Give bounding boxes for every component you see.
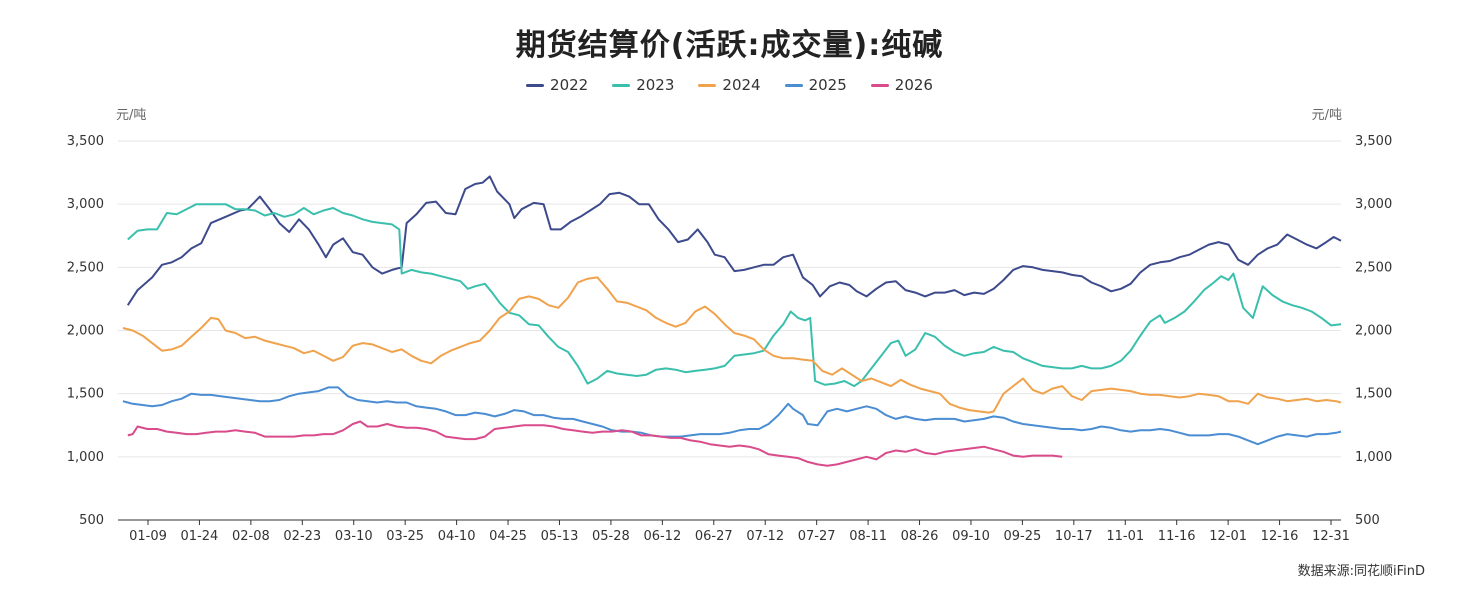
x-tick-label: 01-09 xyxy=(129,529,167,544)
y-tick-label-right: 3,000 xyxy=(1355,197,1392,212)
y-tick-label-left: 3,000 xyxy=(67,197,104,212)
x-tick-label: 02-08 xyxy=(232,529,270,544)
x-tick-label: 07-27 xyxy=(798,529,836,544)
x-tick-label: 10-17 xyxy=(1055,529,1093,544)
x-tick-label: 05-13 xyxy=(541,529,579,544)
legend-label: 2024 xyxy=(722,76,761,94)
x-tick-label: 08-11 xyxy=(849,529,887,544)
x-tick-label: 12-16 xyxy=(1261,529,1299,544)
legend-item-2026[interactable]: 2026 xyxy=(870,76,933,94)
series-line-2023 xyxy=(127,203,1342,388)
x-tick-label: 06-27 xyxy=(695,529,733,544)
x-tick-label: 09-10 xyxy=(952,529,990,544)
y-tick-label-right: 1,500 xyxy=(1355,387,1392,402)
x-tick-label: 02-23 xyxy=(283,529,321,544)
x-tick-label: 01-24 xyxy=(181,529,219,544)
legend-item-2022[interactable]: 2022 xyxy=(526,76,588,94)
legend-label: 2022 xyxy=(550,76,589,94)
x-tick-label: 07-12 xyxy=(746,529,784,544)
y-tick-label-left: 1,500 xyxy=(67,387,104,402)
x-tick-label: 09-25 xyxy=(1004,529,1042,544)
legend-label: 2025 xyxy=(808,76,847,94)
x-tick-label: 05-28 xyxy=(592,529,630,544)
series-line-2022 xyxy=(126,175,1342,306)
x-tick-label: 03-25 xyxy=(386,529,424,544)
y-tick-label-right: 1,000 xyxy=(1355,450,1392,465)
y-tick-label-right: 500 xyxy=(1355,513,1380,528)
legend-swatch xyxy=(784,83,803,87)
y-tick-label-left: 2,500 xyxy=(67,260,104,275)
legend-swatch xyxy=(870,83,889,87)
y-tick-label-left: 1,000 xyxy=(67,450,104,465)
left-axis-unit: 元/吨 xyxy=(116,108,147,123)
legend-label: 2023 xyxy=(636,76,675,94)
legend-swatch xyxy=(526,83,545,87)
x-tick-label: 04-10 xyxy=(438,529,476,544)
legend-item-2025[interactable]: 2025 xyxy=(784,76,847,94)
right-axis-unit: 元/吨 xyxy=(1311,108,1342,123)
legend: 2022 2023 2024 2025 2026 xyxy=(0,76,1459,94)
legend-swatch xyxy=(698,83,717,87)
legend-item-2024[interactable]: 2024 xyxy=(698,76,761,94)
legend-item-2023[interactable]: 2023 xyxy=(612,76,674,94)
x-tick-label: 06-12 xyxy=(643,529,681,544)
y-tick-label-right: 2,000 xyxy=(1355,324,1392,339)
series-line-2024 xyxy=(122,276,1342,414)
y-tick-label-right: 2,500 xyxy=(1355,260,1392,275)
x-tick-label: 08-26 xyxy=(901,529,939,544)
legend-swatch xyxy=(612,83,631,87)
y-tick-label-left: 500 xyxy=(79,513,104,528)
y-tick-label-left: 3,500 xyxy=(67,134,104,149)
data-source: 数据来源:同花顺iFinD xyxy=(1297,564,1425,579)
series-line-2026 xyxy=(127,420,1063,467)
x-tick-label: 11-01 xyxy=(1106,529,1144,544)
y-tick-label-left: 2,000 xyxy=(67,324,104,339)
x-tick-label: 11-16 xyxy=(1158,529,1196,544)
chart-title: 期货结算价(活跃:成交量):纯碱 xyxy=(515,28,944,63)
y-tick-label-right: 3,500 xyxy=(1355,134,1392,149)
x-tick-label: 12-31 xyxy=(1312,529,1350,544)
legend-label: 2026 xyxy=(894,76,933,94)
x-tick-label: 12-01 xyxy=(1209,529,1247,544)
series-line-2025 xyxy=(122,386,1342,446)
x-tick-label: 04-25 xyxy=(489,529,527,544)
x-tick-label: 03-10 xyxy=(335,529,373,544)
